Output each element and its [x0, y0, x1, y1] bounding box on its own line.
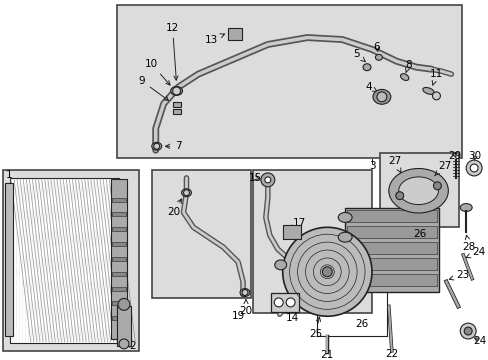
- Text: 4: 4: [365, 82, 377, 92]
- Ellipse shape: [274, 260, 286, 270]
- Bar: [112, 242, 126, 246]
- Text: 27: 27: [387, 156, 401, 172]
- Text: 11: 11: [429, 69, 442, 85]
- Bar: [151, 170, 250, 298]
- Circle shape: [242, 289, 247, 296]
- Ellipse shape: [338, 212, 351, 222]
- Bar: [112, 287, 126, 291]
- Circle shape: [260, 173, 274, 187]
- Text: 20: 20: [167, 199, 181, 217]
- Bar: [282, 225, 300, 239]
- Text: 26: 26: [355, 319, 368, 329]
- Text: 29: 29: [448, 151, 461, 161]
- Bar: [346, 274, 437, 285]
- Bar: [112, 227, 126, 231]
- Bar: [172, 102, 180, 107]
- Circle shape: [376, 92, 386, 102]
- Text: 20: 20: [239, 300, 252, 316]
- Ellipse shape: [240, 289, 249, 297]
- Text: 8: 8: [405, 60, 411, 73]
- Text: 7: 7: [165, 141, 182, 151]
- Bar: [346, 258, 437, 270]
- Text: 21: 21: [320, 350, 333, 360]
- Text: 3: 3: [368, 161, 374, 171]
- Circle shape: [183, 190, 189, 196]
- Circle shape: [118, 298, 130, 310]
- Bar: [172, 109, 180, 114]
- Ellipse shape: [422, 87, 433, 94]
- Ellipse shape: [362, 64, 370, 71]
- Text: 5: 5: [353, 49, 365, 62]
- Bar: [252, 170, 371, 313]
- Bar: [10, 178, 119, 343]
- Bar: [112, 301, 126, 305]
- Circle shape: [119, 339, 129, 349]
- Bar: [345, 207, 439, 292]
- Circle shape: [465, 160, 481, 176]
- Bar: [112, 316, 126, 320]
- Bar: [346, 211, 437, 222]
- Text: 27: 27: [434, 161, 450, 176]
- Bar: [228, 28, 242, 40]
- Text: 30: 30: [468, 151, 481, 161]
- Text: 25: 25: [308, 317, 322, 339]
- Ellipse shape: [400, 74, 408, 81]
- Ellipse shape: [338, 232, 351, 242]
- Bar: [112, 198, 126, 202]
- Circle shape: [274, 298, 283, 307]
- Circle shape: [264, 177, 270, 183]
- Text: 14: 14: [285, 313, 299, 323]
- Ellipse shape: [181, 189, 191, 197]
- Bar: [346, 242, 437, 254]
- Ellipse shape: [388, 168, 447, 213]
- Text: 24: 24: [465, 247, 485, 258]
- Circle shape: [153, 143, 160, 149]
- Text: 28: 28: [462, 235, 475, 252]
- Circle shape: [463, 327, 471, 335]
- Bar: [270, 293, 298, 312]
- Text: 16: 16: [300, 296, 313, 305]
- Bar: [3, 170, 139, 351]
- Circle shape: [459, 323, 475, 339]
- Text: 13: 13: [204, 34, 224, 45]
- Bar: [117, 306, 131, 346]
- Circle shape: [172, 87, 180, 95]
- Circle shape: [322, 267, 332, 277]
- Circle shape: [469, 164, 477, 172]
- Text: 22: 22: [385, 349, 398, 359]
- Ellipse shape: [372, 89, 390, 104]
- Bar: [5, 183, 13, 336]
- Ellipse shape: [151, 142, 162, 150]
- Text: 6: 6: [373, 42, 380, 53]
- Bar: [379, 153, 458, 227]
- Bar: [117, 5, 461, 158]
- Circle shape: [285, 298, 294, 307]
- Text: 19: 19: [231, 311, 244, 321]
- Bar: [346, 226, 437, 238]
- Circle shape: [395, 192, 403, 200]
- Text: 23: 23: [448, 270, 468, 280]
- Text: 12: 12: [165, 23, 179, 80]
- Circle shape: [431, 92, 440, 100]
- Text: 9: 9: [138, 76, 168, 100]
- Ellipse shape: [398, 177, 438, 204]
- Text: 18: 18: [289, 257, 308, 267]
- Text: 1: 1: [6, 170, 13, 180]
- Bar: [112, 257, 126, 261]
- Text: 24: 24: [472, 336, 486, 346]
- Bar: [112, 212, 126, 216]
- Circle shape: [432, 182, 441, 190]
- Text: 10: 10: [145, 59, 170, 85]
- Bar: [111, 179, 127, 339]
- Text: 15: 15: [249, 173, 262, 183]
- Ellipse shape: [459, 203, 471, 211]
- Text: 17: 17: [289, 219, 305, 229]
- Circle shape: [282, 227, 371, 316]
- Text: 2: 2: [126, 341, 136, 351]
- Ellipse shape: [170, 86, 182, 95]
- Text: 26: 26: [412, 229, 426, 239]
- Ellipse shape: [375, 54, 382, 60]
- Bar: [112, 272, 126, 276]
